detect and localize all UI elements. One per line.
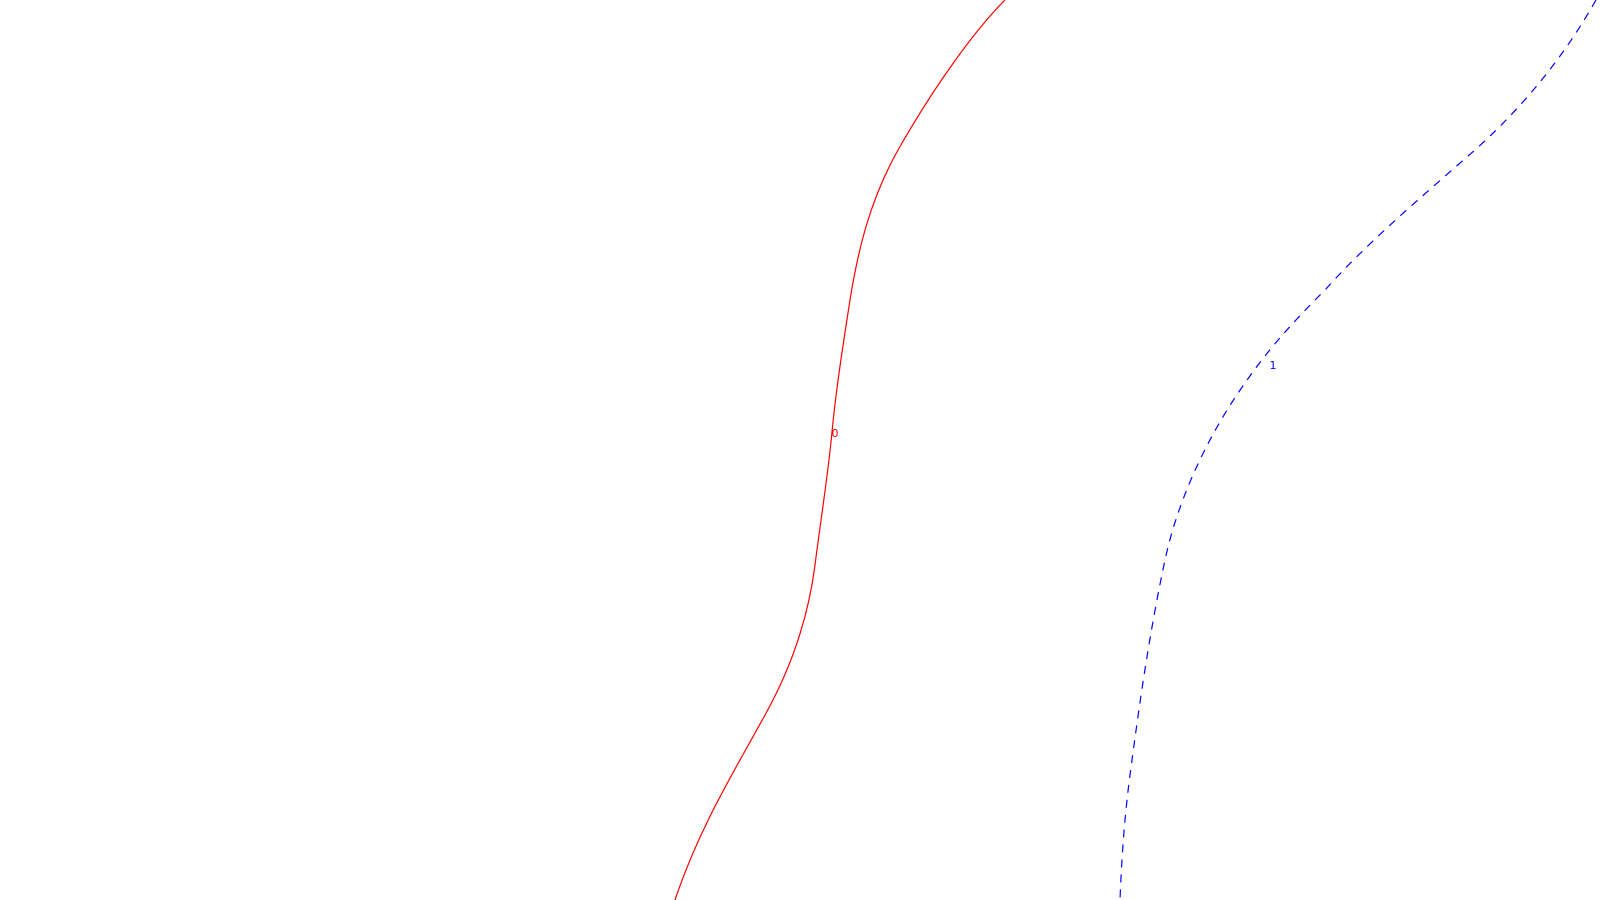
contour-label-1: 1 bbox=[1270, 359, 1277, 372]
contour-label-0: 0 bbox=[832, 427, 839, 440]
contour-line-0 bbox=[674, 0, 1006, 900]
